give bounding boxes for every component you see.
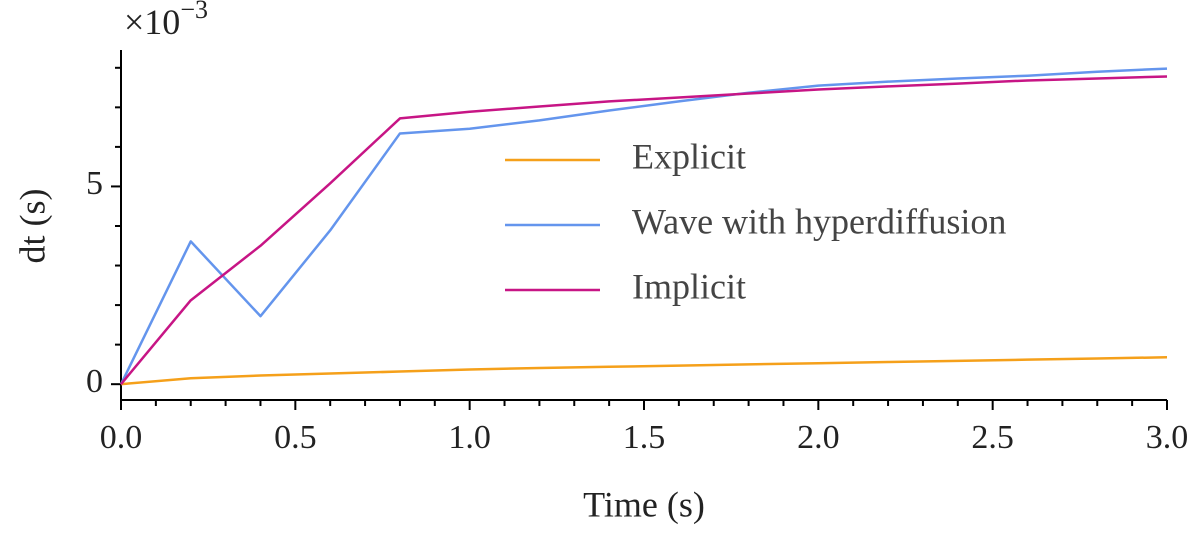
y-tick-label: 5 <box>86 165 103 202</box>
x-tick-label: 2.5 <box>971 419 1014 456</box>
y-tick-label: 0 <box>86 363 103 400</box>
offset-exponent: −3 <box>180 0 208 24</box>
x-axis-label: Time (s) <box>583 484 705 524</box>
x-tick-label: 0.0 <box>100 419 143 456</box>
series-line <box>120 75 1168 385</box>
legend-label: Implicit <box>632 266 746 306</box>
y-axis-label: dt (s) <box>12 189 52 264</box>
x-tick-label: 1.5 <box>623 419 666 456</box>
x-tick-label: 0.5 <box>274 419 317 456</box>
x-tick-label: 3.0 <box>1146 419 1189 456</box>
series-line <box>119 67 1168 385</box>
x-tick-label: 2.0 <box>797 419 840 456</box>
offset-base: ×10 <box>124 2 180 42</box>
series-line <box>120 356 1168 386</box>
legend-label: Wave with hyperdiffusion <box>632 201 1006 241</box>
legend-label: Explicit <box>632 136 746 176</box>
y-offset-text: ×10−3 <box>124 0 208 42</box>
x-tick-label: 1.0 <box>448 419 491 456</box>
